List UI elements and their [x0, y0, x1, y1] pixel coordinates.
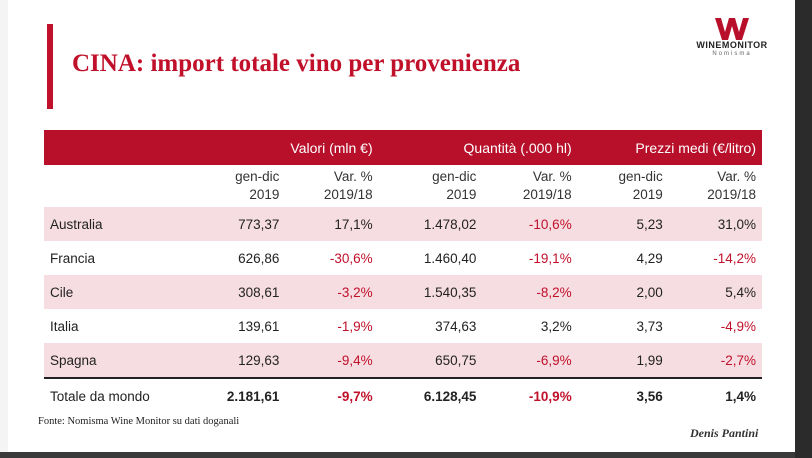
table-cell: -8,2%: [482, 275, 578, 309]
country-name: Australia: [44, 207, 193, 241]
table-cell: -2,7%: [668, 343, 762, 378]
table-cell: 3,2%: [482, 309, 578, 343]
table-cell: 139,61: [192, 309, 286, 343]
total-cell: 2.181,61: [192, 377, 286, 413]
total-cell: 1,4%: [668, 377, 762, 413]
country-name: Francia: [44, 241, 193, 275]
header-quantita: Quantità (.000 hl): [378, 130, 578, 165]
total-cell: -10,9%: [482, 377, 578, 413]
table-cell: -10,6%: [482, 207, 578, 241]
table-sub-header: gen-dic 2019 Var. % 2019/18 gen-dic 2019 Va…: [44, 165, 762, 207]
table-cell: 3,73: [577, 309, 669, 343]
table-cell: 1.540,35: [378, 275, 483, 309]
logo-subtitle: Nomisma: [712, 51, 752, 57]
table-cell: 1.478,02: [378, 207, 483, 241]
slide: CINA: import totale vino per provenienza…: [0, 0, 795, 452]
table-group-header: Valori (mln €) Quantità (.000 hl) Prezzi…: [44, 130, 762, 165]
table-cell: 2,00: [577, 275, 669, 309]
subheader-cell: Var. % 2019/18: [285, 165, 379, 207]
subheader-cell: gen-dic 2019: [378, 165, 483, 207]
import-table: Valori (mln €) Quantità (.000 hl) Prezzi…: [44, 130, 762, 413]
table-cell: 5,23: [577, 207, 669, 241]
table-cell: -14,2%: [668, 241, 762, 275]
total-cell: 3,56: [577, 377, 669, 413]
subheader-cell: Var. % 2019/18: [668, 165, 762, 207]
table-cell: 773,37: [192, 207, 286, 241]
table-cell: 650,75: [378, 343, 483, 378]
table-row: Cile 308,61 -3,2% 1.540,35 -8,2% 2,00 5,4%: [44, 275, 762, 309]
table-cell: 129,63: [192, 343, 286, 378]
table-cell: -9,4%: [285, 343, 379, 378]
total-label: Totale da mondo: [44, 377, 193, 413]
table-cell: 374,63: [378, 309, 483, 343]
table-cell: 4,29: [577, 241, 669, 275]
table-row: Australia 773,37 17,1% 1.478,02 -10,6% 5,23 31…: [44, 207, 762, 241]
subheader-empty: [44, 165, 193, 207]
subheader-cell: gen-dic 2019: [192, 165, 286, 207]
slide-title: CINA: import totale vino per provenienza: [72, 50, 521, 77]
table-cell: -30,6%: [285, 241, 379, 275]
table-row: Italia 139,61 -1,9% 374,63 3,2% 3,73 -4,9%: [44, 309, 762, 343]
table-body: Australia 773,37 17,1% 1.478,02 -10,6% 5,23 31…: [44, 207, 762, 378]
logo-name: WINEMONITOR: [696, 40, 768, 50]
subheader-cell: gen-dic 2019: [577, 165, 669, 207]
table-cell: 5,4%: [668, 275, 762, 309]
total-cell: 6.128,45: [378, 377, 483, 413]
winemonitor-logo: WINEMONITOR Nomisma: [686, 18, 778, 64]
table-row: Spagna 129,63 -9,4% 650,75 -6,9% 1,99 -2,7%: [44, 343, 762, 378]
title-accent-bar: [47, 24, 53, 109]
source-note: Fonte: Nomisma Wine Monitor su dati doga…: [38, 416, 240, 427]
table-cell: 1,99: [577, 343, 669, 378]
table-row: Francia 626,86 -30,6% 1.460,40 -19,1% 4,29 -14…: [44, 241, 762, 275]
table-total-row: Totale da mondo 2.181,61 -9,7% 6.128,45 …: [44, 377, 762, 413]
table-cell: -19,1%: [482, 241, 578, 275]
country-name: Spagna: [44, 343, 193, 378]
left-margin: [0, 0, 8, 452]
table-cell: 17,1%: [285, 207, 379, 241]
country-name: Cile: [44, 275, 193, 309]
header-prezzi: Prezzi medi (€/litro): [577, 130, 762, 165]
table-cell: -3,2%: [285, 275, 379, 309]
table-cell: -4,9%: [668, 309, 762, 343]
table-cell: 308,61: [192, 275, 286, 309]
author-name: Denis Pantini: [690, 426, 759, 440]
table-cell: 31,0%: [668, 207, 762, 241]
total-cell: -9,7%: [285, 377, 379, 413]
country-name: Italia: [44, 309, 193, 343]
right-edge-strip: [795, 0, 812, 458]
table-cell: 1.460,40: [378, 241, 483, 275]
table-cell: 626,86: [192, 241, 286, 275]
table-cell: -6,9%: [482, 343, 578, 378]
table-cell: -1,9%: [285, 309, 379, 343]
header-valori: Valori (mln €): [192, 130, 379, 165]
logo-mark-icon: [715, 18, 749, 40]
subheader-cell: Var. % 2019/18: [482, 165, 578, 207]
header-empty: [44, 130, 193, 165]
